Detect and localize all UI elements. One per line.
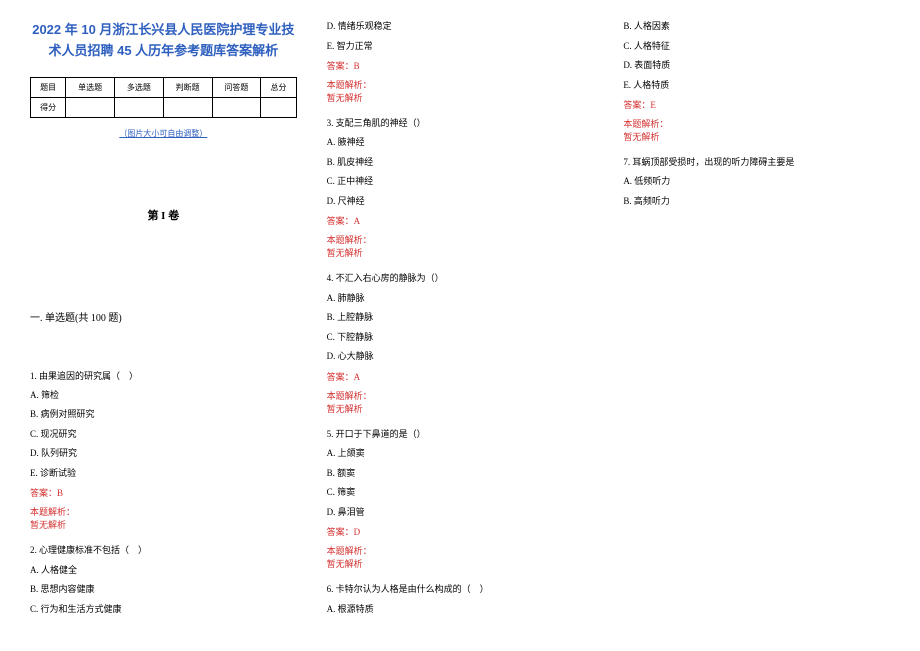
analysis-text: 暂无解析 — [30, 518, 297, 531]
option: A. 肺静脉 — [327, 292, 594, 306]
table-row: 题目 单选题 多选题 判断题 问答题 总分 — [31, 77, 297, 97]
score-table: 题目 单选题 多选题 判断题 问答题 总分 得分 — [30, 77, 297, 118]
answer: 答案：B — [30, 486, 297, 499]
table-cell — [212, 97, 261, 117]
question-stem: 4. 不汇入右心房的静脉为（） — [327, 271, 594, 285]
option: B. 高频听力 — [623, 195, 890, 209]
option: B. 额窦 — [327, 467, 594, 481]
section-label: 一. 单选题(共 100 题) — [30, 309, 297, 324]
question-text: 支配三角肌的神经（） — [336, 118, 426, 128]
answer: 答案：B — [327, 59, 594, 72]
answer: 答案：A — [327, 214, 594, 227]
option: D. 队列研究 — [30, 447, 297, 461]
option: B. 肌皮神经 — [327, 156, 594, 170]
option: E. 人格特质 — [623, 79, 890, 93]
table-cell — [66, 97, 115, 117]
question-number: 1. — [30, 371, 37, 381]
option: C. 下腔静脉 — [327, 331, 594, 345]
analysis-label: 本题解析： — [30, 505, 297, 518]
table-row: 得分 — [31, 97, 297, 117]
analysis-label: 本题解析： — [623, 117, 890, 130]
question-number: 5. — [327, 429, 334, 439]
analysis-label: 本题解析： — [327, 78, 594, 91]
question-text: 由果追因的研究属（ ） — [39, 371, 138, 381]
option: C. 人格特征 — [623, 40, 890, 54]
question-text: 卡特尔认为人格是由什么构成的（ ） — [336, 584, 489, 594]
option: A. 人格健全 — [30, 564, 297, 578]
option: A. 上颌窦 — [327, 447, 594, 461]
analysis-label: 本题解析： — [327, 233, 594, 246]
analysis-text: 暂无解析 — [327, 557, 594, 570]
question-number: 2. — [30, 545, 37, 555]
analysis-text: 暂无解析 — [327, 91, 594, 104]
analysis-label: 本题解析： — [327, 544, 594, 557]
option: D. 情绪乐观稳定 — [327, 20, 594, 34]
table-cell: 题目 — [31, 77, 66, 97]
image-hint: （图片大小可自由调整） — [30, 128, 297, 139]
table-cell — [115, 97, 164, 117]
table-cell: 得分 — [31, 97, 66, 117]
option: D. 尺神经 — [327, 195, 594, 209]
document-title: 2022 年 10 月浙江长兴县人民医院护理专业技术人员招聘 45 人历年参考题… — [30, 20, 297, 62]
question-stem: 7. 耳蜗顶部受损时，出现的听力障碍主要是 — [623, 155, 890, 169]
table-cell: 多选题 — [115, 77, 164, 97]
table-cell — [261, 97, 296, 117]
option: C. 筛窦 — [327, 486, 594, 500]
volume-label: 第 I 卷 — [30, 207, 297, 223]
analysis-label: 本题解析： — [327, 389, 594, 402]
question-text: 不汇入右心房的静脉为（） — [336, 273, 444, 283]
question-stem: 6. 卡特尔认为人格是由什么构成的（ ） — [327, 582, 594, 596]
table-cell: 单选题 — [66, 77, 115, 97]
option: C. 行为和生活方式健康 — [30, 603, 297, 617]
option: C. 正中神经 — [327, 175, 594, 189]
question-text: 开口于下鼻道的是（） — [336, 429, 426, 439]
option: C. 现况研究 — [30, 428, 297, 442]
table-cell: 问答题 — [212, 77, 261, 97]
question-stem: 2. 心理健康标准不包括（ ） — [30, 543, 297, 557]
option: D. 表面特质 — [623, 59, 890, 73]
option: E. 诊断试验 — [30, 467, 297, 481]
option: B. 人格因素 — [623, 20, 890, 34]
option: D. 心大静脉 — [327, 350, 594, 364]
question-number: 7. — [623, 157, 630, 167]
option: A. 腋神经 — [327, 136, 594, 150]
table-cell: 总分 — [261, 77, 296, 97]
answer: 答案：E — [623, 98, 890, 111]
analysis-text: 暂无解析 — [327, 246, 594, 259]
question-stem: 5. 开口于下鼻道的是（） — [327, 427, 594, 441]
option: B. 思想内容健康 — [30, 583, 297, 597]
option: B. 病例对照研究 — [30, 408, 297, 422]
option: B. 上腔静脉 — [327, 311, 594, 325]
question-number: 4. — [327, 273, 334, 283]
question-text: 耳蜗顶部受损时，出现的听力障碍主要是 — [632, 157, 794, 167]
answer: 答案：D — [327, 525, 594, 538]
analysis-text: 暂无解析 — [623, 130, 890, 143]
analysis-text: 暂无解析 — [327, 402, 594, 415]
question-text: 心理健康标准不包括（ ） — [39, 545, 147, 555]
answer: 答案：A — [327, 370, 594, 383]
option: A. 根源特质 — [327, 603, 594, 617]
option: A. 低频听力 — [623, 175, 890, 189]
option: A. 筛检 — [30, 389, 297, 403]
question-number: 6. — [327, 584, 334, 594]
question-stem: 3. 支配三角肌的神经（） — [327, 116, 594, 130]
question-stem: 1. 由果追因的研究属（ ） — [30, 369, 297, 383]
option: E. 智力正常 — [327, 40, 594, 54]
question-number: 3. — [327, 118, 334, 128]
table-cell: 判断题 — [163, 77, 212, 97]
option: D. 鼻泪管 — [327, 506, 594, 520]
table-cell — [163, 97, 212, 117]
